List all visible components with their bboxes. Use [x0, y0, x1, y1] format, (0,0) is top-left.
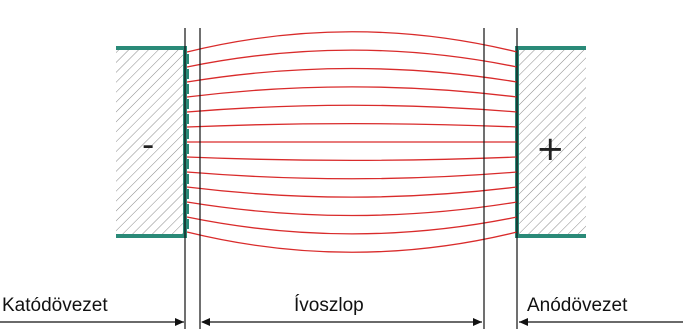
- field-line: [186, 201, 518, 217]
- zone-boundaries: [184, 28, 518, 329]
- field-lines: [186, 31, 518, 253]
- field-line: [186, 49, 518, 68]
- field-line: [186, 186, 518, 198]
- field-line: [186, 231, 518, 253]
- field-line: [186, 31, 518, 53]
- anode-sign: +: [536, 129, 565, 169]
- cathode-hatch: [116, 50, 184, 236]
- field-line: [186, 86, 518, 98]
- anode-hatch: [518, 50, 586, 236]
- field-line: [186, 67, 518, 83]
- cathode-electrode: -: [116, 46, 189, 238]
- cathode-sign: -: [142, 125, 154, 165]
- field-line: [186, 104, 518, 113]
- anode-electrode: +: [515, 46, 586, 238]
- arc-column-label: Ívoszlop: [294, 295, 364, 316]
- field-line: [186, 122, 518, 128]
- field-line: [186, 171, 518, 180]
- anode-zone-label: Anódövezet: [527, 295, 628, 316]
- field-line: [186, 216, 518, 235]
- cathode-zone-label: Katódövezet: [2, 295, 108, 316]
- field-line: [186, 156, 518, 162]
